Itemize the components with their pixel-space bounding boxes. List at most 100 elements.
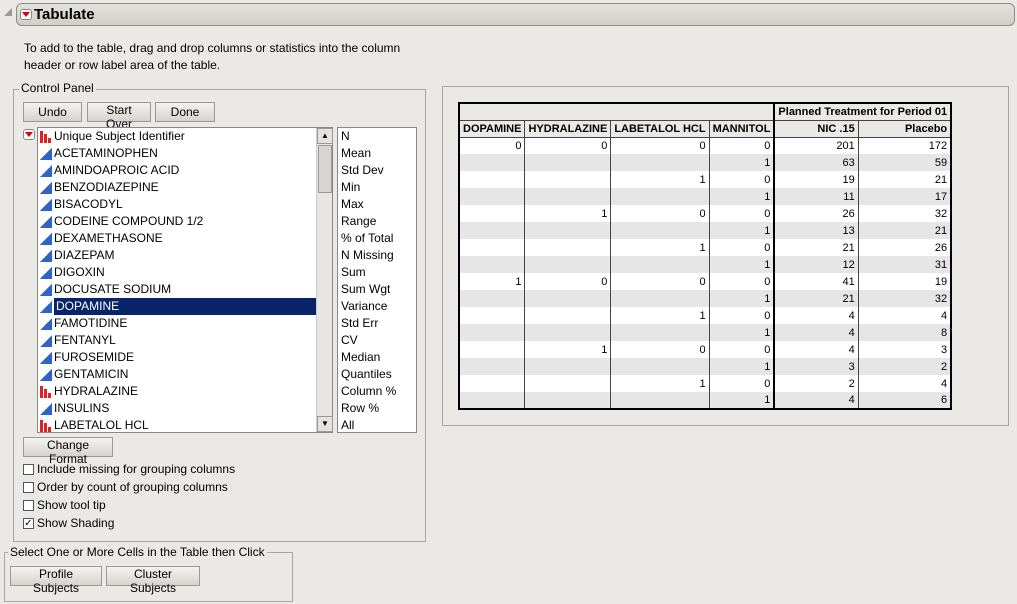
table-cell[interactable]: 21 — [774, 290, 859, 307]
table-cell[interactable] — [524, 239, 612, 256]
checkbox[interactable] — [23, 463, 34, 475]
table-cell[interactable]: 59 — [858, 154, 952, 171]
statistics-list[interactable]: N Mean Std Dev Min Max Range % of Total N Missi… — [337, 127, 417, 433]
column-header[interactable]: MANNITOL — [709, 120, 776, 138]
table-cell[interactable] — [524, 375, 612, 392]
table-cell[interactable] — [610, 188, 710, 205]
tabulate-table[interactable]: Planned Treatment for Period 01 DOPAMINE… — [458, 102, 953, 410]
option-checkbox-row[interactable]: Include missing for grouping columns — [23, 460, 235, 478]
option-checkbox-row[interactable]: ✓ Show Shading — [23, 514, 235, 532]
table-cell[interactable]: 26 — [774, 205, 859, 222]
table-cell[interactable]: 26 — [858, 239, 952, 256]
statistic-item[interactable]: % of Total — [341, 231, 394, 245]
table-cell[interactable] — [459, 307, 526, 324]
columns-menu-icon[interactable] — [23, 129, 35, 140]
table-cell[interactable]: 0 — [610, 137, 710, 154]
table-cell[interactable]: 1 — [610, 307, 710, 324]
table-cell[interactable]: 3 — [774, 358, 859, 375]
table-cell[interactable]: 0 — [459, 137, 526, 154]
table-cell[interactable]: 21 — [858, 171, 952, 188]
table-cell[interactable]: 1 — [709, 290, 776, 307]
column-list-item[interactable]: GENTAMICIN — [38, 366, 332, 383]
table-cell[interactable] — [610, 222, 710, 239]
table-cell[interactable]: 2 — [774, 375, 859, 392]
table-cell[interactable] — [524, 324, 612, 341]
table-cell[interactable]: 6 — [858, 392, 952, 409]
column-list-item[interactable]: DIAZEPAM — [38, 247, 332, 264]
table-cell[interactable]: 0 — [610, 341, 710, 358]
statistic-item[interactable]: Std Dev — [341, 163, 384, 177]
column-list[interactable]: Unique Subject Identifier ACETAMINOPHEN AM… — [37, 127, 333, 433]
column-list-item[interactable]: DIGOXIN — [38, 264, 332, 281]
table-cell[interactable]: 0 — [709, 307, 776, 324]
table-cell[interactable]: 17 — [858, 188, 952, 205]
table-cell[interactable]: 63 — [774, 154, 859, 171]
table-cell[interactable]: 1 — [709, 256, 776, 273]
table-cell[interactable]: 0 — [524, 273, 612, 290]
table-cell[interactable] — [524, 290, 612, 307]
column-header[interactable]: DOPAMINE — [459, 120, 526, 138]
column-list-item[interactable]: HYDRALAZINE — [38, 383, 332, 400]
statistic-item[interactable]: N — [341, 129, 350, 143]
scroll-up-icon[interactable]: ▲ — [317, 128, 333, 144]
table-cell[interactable] — [610, 392, 710, 409]
table-cell[interactable]: 201 — [774, 137, 859, 154]
checkbox[interactable]: ✓ — [23, 517, 34, 529]
statistic-item[interactable]: Column % — [341, 384, 397, 398]
option-checkbox-row[interactable]: Order by count of grouping columns — [23, 478, 235, 496]
table-cell[interactable]: 32 — [858, 290, 952, 307]
column-header[interactable]: Placebo — [858, 120, 952, 138]
table-cell[interactable]: 13 — [774, 222, 859, 239]
scroll-thumb[interactable] — [318, 145, 332, 193]
table-cell[interactable] — [524, 358, 612, 375]
table-cell[interactable] — [459, 205, 526, 222]
statistic-item[interactable]: All — [341, 418, 355, 432]
start-over-button[interactable]: Start Over — [87, 102, 151, 131]
statistic-item[interactable]: Mean — [341, 146, 372, 160]
table-cell[interactable] — [610, 290, 710, 307]
table-cell[interactable]: 11 — [774, 188, 859, 205]
table-cell[interactable] — [524, 188, 612, 205]
table-cell[interactable]: 0 — [709, 273, 776, 290]
table-cell[interactable]: 8 — [858, 324, 952, 341]
table-cell[interactable]: 0 — [709, 171, 776, 188]
table-cell[interactable]: 1 — [709, 358, 776, 375]
table-cell[interactable]: 1 — [524, 205, 612, 222]
table-cell[interactable] — [459, 256, 526, 273]
table-cell[interactable]: 1 — [524, 341, 612, 358]
column-list-item[interactable]: FENTANYL — [38, 332, 332, 349]
table-cell[interactable] — [459, 290, 526, 307]
table-cell[interactable] — [459, 154, 526, 171]
statistic-item[interactable]: Quantiles — [341, 367, 392, 381]
table-cell[interactable]: 4 — [774, 324, 859, 341]
table-cell[interactable] — [524, 307, 612, 324]
table-cell[interactable]: 1 — [709, 324, 776, 341]
column-list-item[interactable]: ACETAMINOPHEN — [38, 145, 332, 162]
table-cell[interactable] — [459, 392, 526, 409]
table-cell[interactable]: 31 — [858, 256, 952, 273]
table-cell[interactable]: 1 — [610, 239, 710, 256]
statistic-item[interactable]: Range — [341, 214, 377, 228]
table-cell[interactable]: 0 — [524, 137, 612, 154]
table-cell[interactable] — [524, 222, 612, 239]
table-cell[interactable]: 4 — [858, 375, 952, 392]
table-cell[interactable]: 32 — [858, 205, 952, 222]
table-cell[interactable] — [459, 375, 526, 392]
table-cell[interactable]: 19 — [774, 171, 859, 188]
outline-disclosure-icon[interactable] — [4, 8, 12, 16]
table-cell[interactable] — [524, 392, 612, 409]
table-cell[interactable]: 1 — [709, 188, 776, 205]
table-cell[interactable]: 1 — [610, 171, 710, 188]
table-cell[interactable]: 4 — [774, 307, 859, 324]
done-button[interactable]: Done — [155, 102, 215, 122]
table-cell[interactable] — [459, 188, 526, 205]
table-cell[interactable]: 172 — [858, 137, 952, 154]
table-cell[interactable]: 0 — [709, 375, 776, 392]
column-list-item[interactable]: BENZODIAZEPINE — [38, 179, 332, 196]
column-list-item[interactable]: BISACODYL — [38, 196, 332, 213]
table-cell[interactable] — [524, 171, 612, 188]
column-list-scrollbar[interactable]: ▲ ▼ — [316, 128, 333, 432]
table-cell[interactable]: 1 — [459, 273, 526, 290]
column-header[interactable]: HYDRALAZINE — [524, 120, 612, 138]
table-cell[interactable]: 19 — [858, 273, 952, 290]
